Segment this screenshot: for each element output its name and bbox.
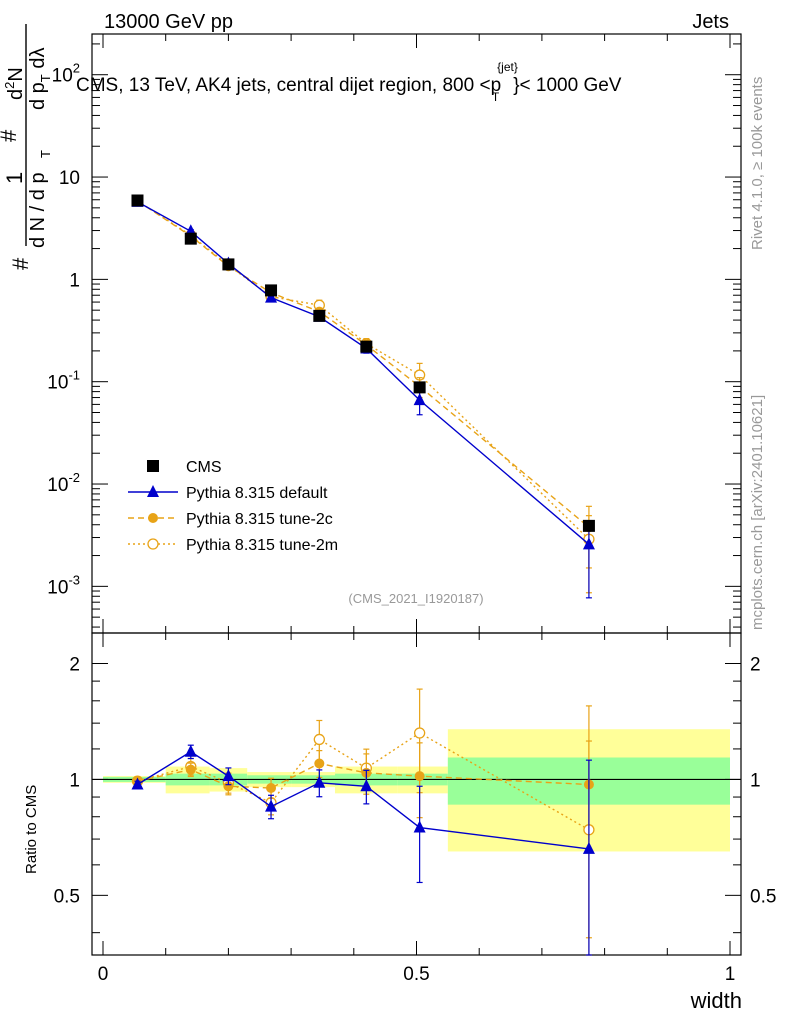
ylabel-hash1: # <box>8 257 33 270</box>
series-line-main-default <box>137 201 590 545</box>
x-tick-label: 0 <box>98 964 109 985</box>
y-tick-label-main: 10 <box>59 168 80 189</box>
ylabel-one: 1 <box>2 172 27 184</box>
y-tick-label-exp: -3 <box>68 572 80 587</box>
ratio-panel: 0 0.5 1 0.5 0.5 1 1 2 2 <box>54 632 776 985</box>
y-tick-label-main: 10-2 <box>47 470 80 496</box>
legend-label-0: CMS <box>186 459 222 476</box>
header-left: 13000 GeV pp <box>104 11 233 33</box>
data-point-main-default <box>265 290 278 303</box>
legend-marker-1 <box>147 485 159 497</box>
header-right: Jets <box>692 11 729 33</box>
ylabel-hash2: # <box>0 129 21 142</box>
data-point-main-cms <box>184 232 197 245</box>
title-sup: {jet} <box>497 60 518 74</box>
legend-label-2: Pythia 8.315 tune-2c <box>186 511 333 528</box>
data-point-main-default <box>413 393 426 406</box>
ylabel-den-sub: T <box>38 74 53 82</box>
data-point-ratio-default <box>313 775 326 788</box>
y-tick-label-exp: 2 <box>73 61 80 76</box>
title-p: p <box>491 75 502 96</box>
series-line-ratio-tune2m <box>137 732 590 831</box>
y-tick-label-ratio: 0.5 <box>54 886 80 907</box>
legend: CMS Pythia 8.315 default Pythia 8.315 tune… <box>128 459 338 554</box>
data-point-ratio-default <box>222 769 235 782</box>
data-point-ratio-default <box>184 744 197 757</box>
side-label-rivet: Rivet 4.1.0, ≥ 100k events <box>749 77 766 250</box>
watermark: (CMS_2021_I1920187) <box>348 591 483 606</box>
y-tick-label-ratio: 1 <box>69 770 80 791</box>
data-point-ratio-default <box>131 777 144 790</box>
data-point-main-cms <box>582 519 595 532</box>
data-point-ratio-default <box>265 799 278 812</box>
y-tick-label-ratio-right: 0.5 <box>750 886 776 907</box>
data-point-ratio-tune2c <box>314 758 325 769</box>
y-axis-label-main: # 1 d N / d p T # d2N d pT dλ <box>0 24 53 270</box>
data-point-ratio-tune2c <box>414 771 425 782</box>
title-suffix: }< 1000 GeV <box>513 75 622 96</box>
data-point-ratio-tune2m <box>413 727 426 739</box>
title-prefix: CMS, 13 TeV, AK4 jets, central dijet reg… <box>76 75 491 96</box>
legend-label-3: Pythia 8.315 tune-2m <box>186 537 338 554</box>
x-tick-label: 1 <box>725 964 736 985</box>
data-point-ratio-tune2m <box>313 733 325 746</box>
y-tick-label-base: 10 <box>47 475 68 496</box>
data-point-ratio-default <box>413 820 426 833</box>
side-label-mcplots: mcplots.cern.ch [arXiv:2401.10621] <box>749 395 766 630</box>
data-point-main-default <box>582 537 595 550</box>
legend-label-1: Pythia 8.315 default <box>186 485 328 502</box>
y-tick-label-ratio-right: 1 <box>750 770 761 791</box>
series-line-ratio-default <box>137 750 590 850</box>
y-tick-label-ratio: 2 <box>69 654 80 675</box>
plot-title: CMS, 13 TeV, AK4 jets, central dijet reg… <box>76 60 622 104</box>
data-point-ratio-default <box>582 841 595 854</box>
data-point-main-cms <box>313 309 326 322</box>
y-tick-label-exp: -2 <box>68 470 80 485</box>
y-tick-label-main: 1 <box>69 270 80 291</box>
y-axis-label-ratio: Ratio to CMS <box>23 785 40 874</box>
data-point-main-cms <box>131 194 144 207</box>
data-point-ratio-tune2c <box>266 782 277 793</box>
data-point-ratio-tune2c <box>185 764 196 775</box>
data-point-main-cms <box>360 340 373 353</box>
ylabel-d2n-tail: N <box>5 67 27 81</box>
series-line-ratio-tune2c <box>137 762 589 789</box>
y-tick-label-main: 10-3 <box>47 572 80 598</box>
y-tick-label-ratio-right: 2 <box>750 654 761 675</box>
ylabel-d2n-sup: 2 <box>2 82 17 89</box>
ylabel-dn-sub: T <box>38 150 53 158</box>
title-sub: T <box>492 90 500 104</box>
ylabel-d2n: d2N <box>2 67 27 100</box>
y-tick-label-base: 10 <box>52 66 73 87</box>
y-tick-label-base: 10 <box>47 373 68 394</box>
legend-marker-2 <box>148 513 158 523</box>
y-tick-label-main: 10-1 <box>47 368 80 394</box>
ylabel-dn: d N / d p <box>27 172 49 248</box>
ylabel-den-dp: d p <box>27 82 49 110</box>
ylabel-d2n-d: d <box>5 89 27 100</box>
data-point-ratio-tune2c <box>223 781 234 792</box>
ylabel-den-tail: dλ <box>27 48 49 75</box>
y-tick-label-base: 1 <box>69 270 80 291</box>
data-point-main-cms <box>222 258 235 271</box>
data-point-main-cms <box>265 284 278 297</box>
y-tick-label-exp: -1 <box>68 368 80 383</box>
legend-marker-3 <box>147 538 159 550</box>
y-tick-label-base: 10 <box>59 168 80 189</box>
x-axis-label: width <box>690 988 742 1013</box>
data-point-ratio-default <box>360 779 373 792</box>
ylabel-den: d pT dλ <box>27 48 53 110</box>
y-tick-label-main: 102 <box>52 61 80 87</box>
series-line-main-tune2c <box>137 200 590 528</box>
data-point-main-cms <box>413 381 426 394</box>
x-tick-label: 0.5 <box>403 964 429 985</box>
y-tick-label-base: 10 <box>47 577 68 598</box>
legend-marker-0 <box>147 460 159 472</box>
